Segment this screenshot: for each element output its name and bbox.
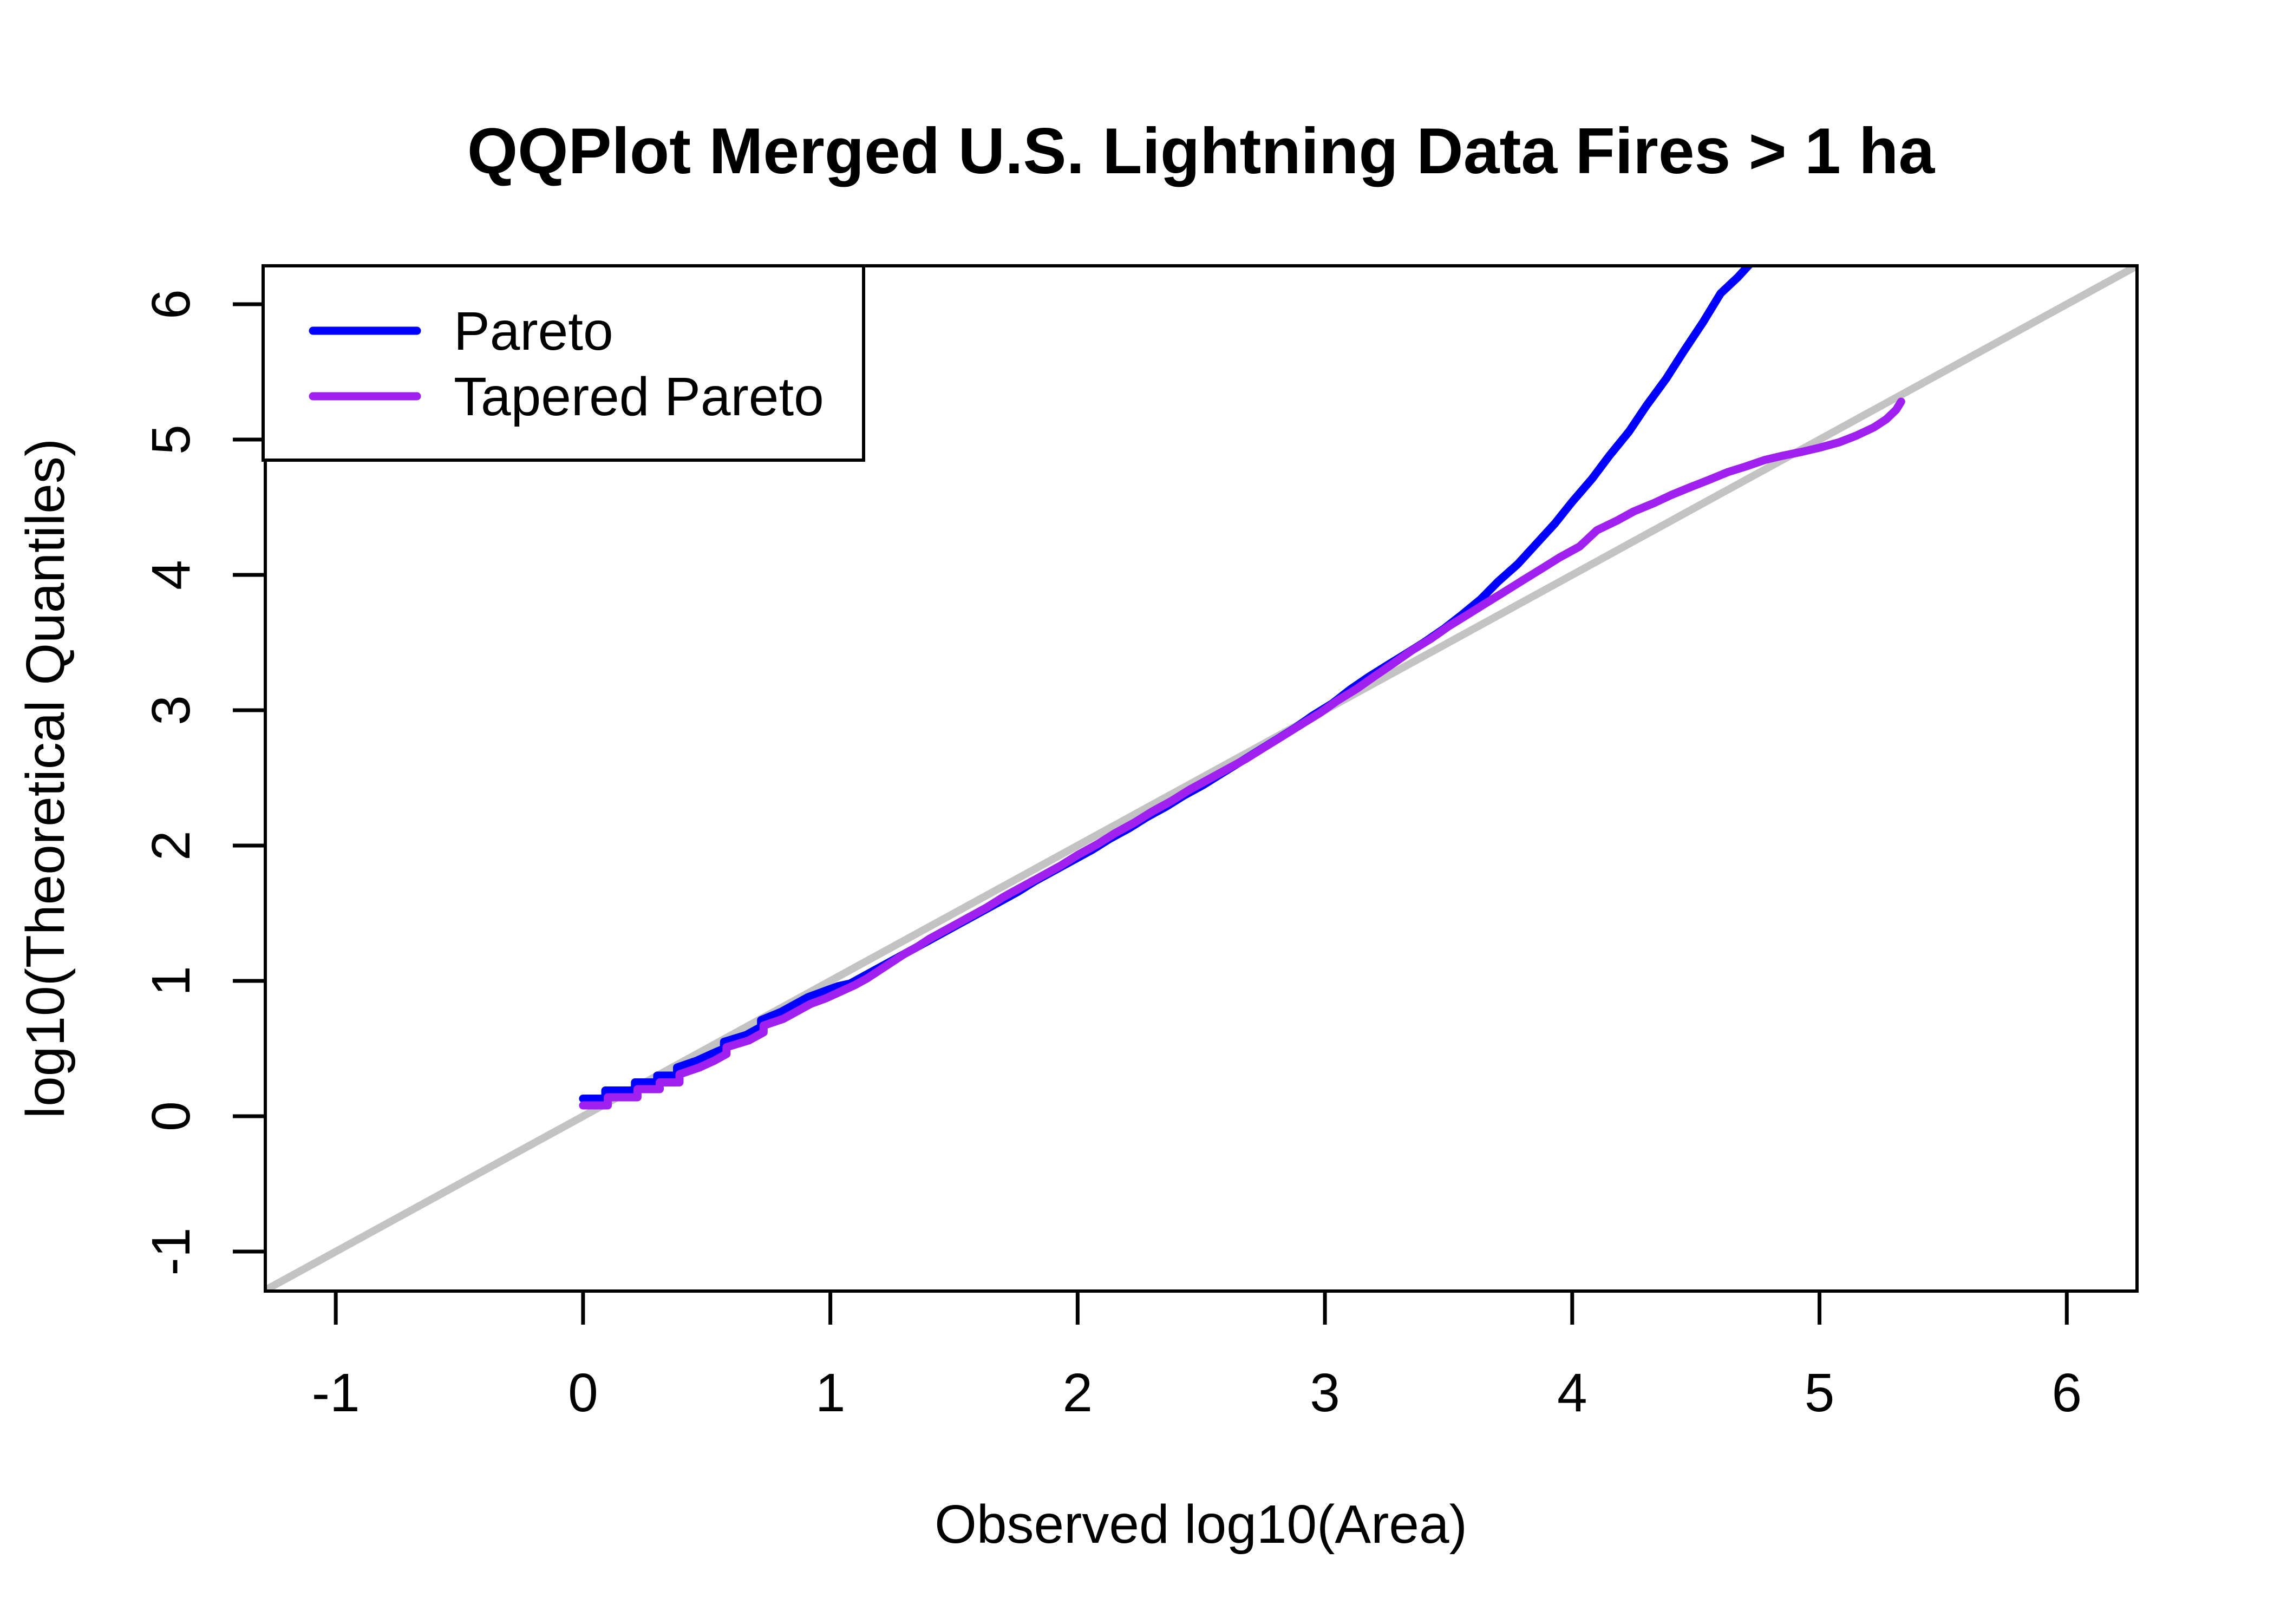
legend-label: Pareto xyxy=(454,301,613,362)
plot-border xyxy=(264,264,2139,1293)
y-axis-ticks: -1 0 1 2 3 4 5 6 xyxy=(141,289,265,1275)
x-tick-label: -1 xyxy=(312,1363,360,1423)
x-axis-ticks: -1 0 1 2 3 4 5 6 xyxy=(312,1291,2082,1423)
y-tick-label: 6 xyxy=(141,289,201,319)
y-tick-label: 3 xyxy=(141,695,201,725)
x-tick-label: 3 xyxy=(1310,1363,1340,1423)
plot-content xyxy=(267,267,2135,1289)
x-tick-label: 6 xyxy=(2051,1363,2082,1423)
identity-reference-line xyxy=(267,267,2135,1289)
x-axis-label: Observed log10(Area) xyxy=(935,1494,1467,1555)
x-tick-label: 2 xyxy=(1063,1363,1093,1423)
chart-title: QQPlot Merged U.S. Lightning Data Fires … xyxy=(467,115,1936,187)
y-tick-label: 1 xyxy=(141,966,201,996)
y-axis-label: log10(Theoretical Quantiles) xyxy=(15,438,76,1118)
y-tick-label: 2 xyxy=(141,830,201,861)
legend-label: Tapered Pareto xyxy=(454,366,824,427)
y-tick-label: 0 xyxy=(141,1101,201,1131)
series-line-tapered-pareto xyxy=(579,397,1905,1110)
x-tick-label: 5 xyxy=(1805,1363,1835,1423)
series-lines xyxy=(579,267,1905,1110)
y-tick-label: 4 xyxy=(141,560,201,590)
legend-border xyxy=(262,264,865,462)
y-tick-label: -1 xyxy=(141,1228,201,1276)
x-tick-label: 0 xyxy=(568,1363,598,1423)
x-tick-label: 4 xyxy=(1557,1363,1587,1423)
y-tick-label: 5 xyxy=(141,424,201,455)
x-tick-label: 1 xyxy=(815,1363,846,1423)
